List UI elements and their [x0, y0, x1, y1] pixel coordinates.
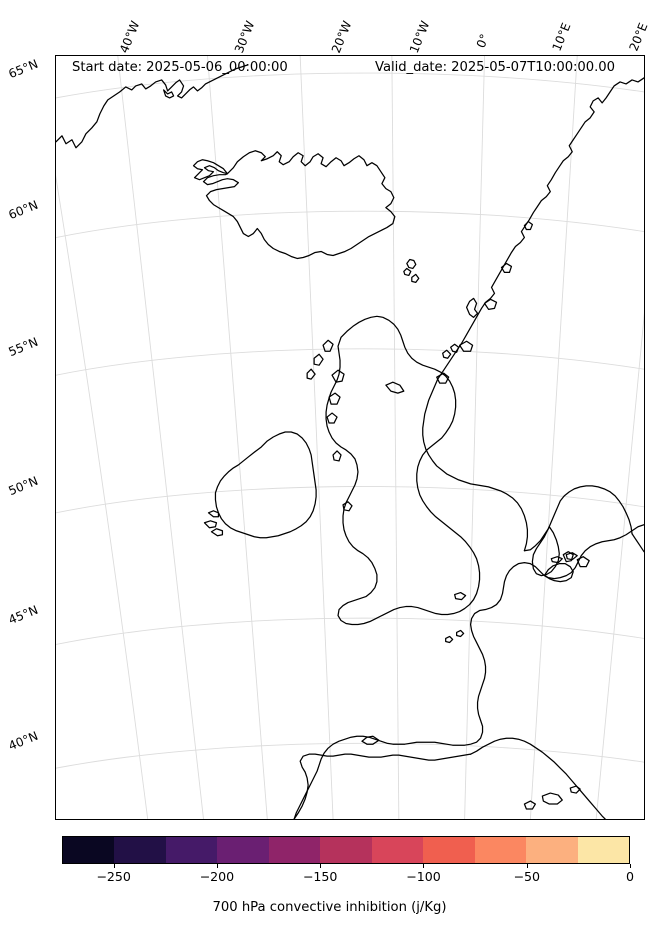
lon-tick-label-10e: 10°E — [549, 20, 574, 54]
coastline-great-britain — [325, 315, 481, 626]
coastline-orkney-2 — [442, 349, 452, 359]
coastline-iceland-westfjords — [192, 159, 229, 181]
coastline-brittany — [361, 735, 380, 745]
map-title-start-date: Start date: 2025-05-06_00:00:00 — [72, 60, 288, 75]
colorbar-segment — [320, 837, 372, 863]
colorbar-segment — [371, 837, 424, 863]
coastline-faroe-2 — [403, 267, 412, 277]
coastline-norway-fjords — [523, 220, 534, 231]
colorbar-tick-label: −150 — [302, 869, 338, 884]
lat-tick-label-55n: 55°N — [6, 334, 40, 360]
coastline-continental-europe — [293, 524, 644, 819]
coastline-faroe-3 — [411, 273, 420, 284]
coastline-benelux — [543, 563, 574, 583]
lon-tick-label-0: 0° — [473, 32, 492, 50]
coastline-iceland — [202, 150, 396, 260]
coastline-channel-islands-2 — [456, 629, 465, 638]
coastlines — [56, 64, 644, 819]
colorbar-tick-label: −100 — [406, 869, 441, 884]
lon-tick-label-30w: 30°W — [231, 18, 258, 56]
coastline-greenland-detail — [163, 89, 175, 99]
lat-tick-label-50n: 50°N — [6, 473, 40, 499]
colorbar-segment — [577, 837, 629, 863]
colorbar[interactable] — [62, 836, 630, 864]
lat-tick-label-45n: 45°N — [6, 602, 40, 628]
coastline-norway-fjords-2 — [500, 262, 513, 274]
coastline-baltic-south — [631, 533, 644, 553]
colorbar-segment — [268, 837, 321, 863]
coastline-norway-fjords-4 — [459, 340, 474, 352]
coastline-isle-of-wight — [454, 591, 467, 601]
graticule-parallels — [56, 72, 644, 769]
coastline-denmark-islands — [562, 551, 574, 563]
colorbar-tick-label: −250 — [96, 869, 131, 884]
colorbar-tick — [630, 864, 631, 868]
coastline-faroe — [406, 258, 417, 270]
coastline-norway — [422, 77, 644, 552]
coastline-ibiza — [523, 800, 536, 810]
coastline-frisian-islands-2 — [565, 552, 578, 561]
colorbar-segment — [165, 837, 218, 863]
lat-tick-label-40n: 40°N — [6, 728, 40, 754]
coastline-mallorca — [541, 792, 563, 805]
lon-tick-label-20e: 20°E — [626, 20, 651, 54]
coastline-ireland-sw2 — [203, 520, 218, 529]
coastline-skye — [331, 369, 345, 383]
coastline-channel-islands — [445, 635, 454, 644]
colorbar-segment — [526, 837, 578, 863]
colorbar-tick — [113, 864, 115, 868]
coastline-mull — [328, 392, 341, 405]
coastline-ireland-sw3 — [210, 528, 224, 537]
coastline-isle-of-man — [332, 450, 342, 462]
lat-tick-label-65n: 65°N — [6, 56, 40, 82]
coastline-sweden — [523, 485, 633, 552]
colorbar-segment — [63, 837, 115, 863]
coastline-islay — [326, 412, 338, 424]
colorbar-tick — [216, 864, 218, 868]
coastline-iberia-med — [469, 737, 606, 819]
coastline-hebrides — [322, 339, 334, 352]
graticule-meridians — [56, 56, 644, 819]
map-canvas — [56, 56, 644, 819]
colorbar-tick — [320, 864, 322, 868]
colorbar-segment — [114, 837, 166, 863]
coastline-denmark-islands-2 — [576, 556, 590, 568]
colorbar-segment — [423, 837, 475, 863]
lon-tick-label-40w: 40°W — [116, 18, 143, 56]
coastline-menorca — [569, 785, 581, 794]
coastline-denmark — [531, 526, 560, 577]
colorbar-tick — [526, 864, 528, 868]
coastline-ireland — [214, 431, 317, 539]
coastline-greenland — [56, 64, 248, 149]
lat-tick-label-60n: 60°N — [6, 197, 40, 223]
coastline-frisian-islands — [550, 556, 563, 564]
coastline-firth — [385, 381, 405, 394]
lon-tick-label-20w: 20°W — [328, 18, 355, 56]
colorbar-segment — [474, 837, 527, 863]
coastline-shetland — [465, 297, 479, 318]
map-axes[interactable] — [55, 55, 645, 820]
coastline-iberia — [293, 753, 472, 819]
colorbar-tick — [423, 864, 425, 868]
colorbar-tick-label: 0 — [625, 869, 635, 884]
coastline-hebrides-2 — [313, 353, 324, 366]
coastline-hebrides-3 — [306, 368, 316, 380]
coastline-norway-fjords-3 — [483, 298, 498, 310]
colorbar-axis-label: 700 hPa convective inhibition (j/Kg) — [212, 900, 447, 915]
coastline-ireland-sw — [207, 510, 220, 518]
coastline-anglesey — [342, 501, 353, 512]
map-title-valid-date: Valid_date: 2025-05-07T10:00:00.00 — [375, 60, 615, 75]
colorbar-tick-label: −50 — [513, 869, 541, 884]
colorbar-tick-label: −200 — [199, 869, 235, 884]
lon-tick-label-10w: 10°W — [406, 18, 433, 56]
colorbar-segment — [217, 837, 269, 863]
